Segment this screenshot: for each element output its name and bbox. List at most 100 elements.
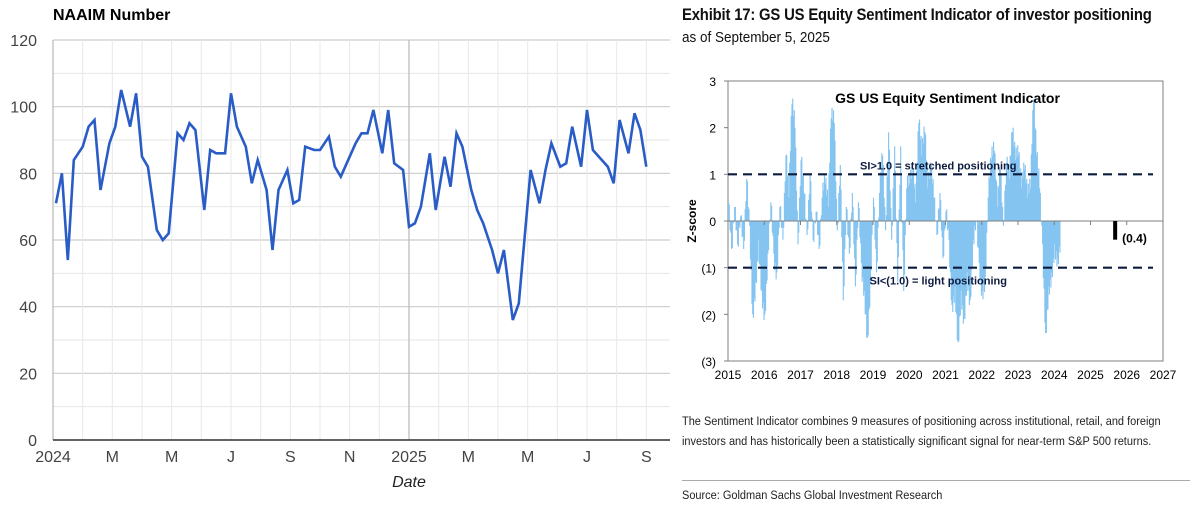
sentiment-bar xyxy=(1042,221,1044,245)
sentiment-bar xyxy=(1011,132,1013,221)
sentiment-bar xyxy=(970,221,972,297)
sentiment-bar xyxy=(774,221,776,263)
sentiment-bar xyxy=(884,207,886,221)
sentiment-bar xyxy=(862,221,864,277)
sentiment-bar xyxy=(729,221,731,231)
sentiment-bar xyxy=(813,221,815,242)
sentiment-bar xyxy=(1023,169,1026,221)
sentiment-bar xyxy=(1014,160,1017,221)
sentiment-bar xyxy=(974,221,976,231)
sentiment-bar xyxy=(980,221,983,296)
sentiment-bar xyxy=(901,221,903,224)
sentiment-bar xyxy=(819,221,821,246)
sentiment-bar xyxy=(939,193,941,221)
sentiment-bar xyxy=(876,221,878,262)
sentiment-bar xyxy=(910,179,912,221)
sentiment-bar xyxy=(834,140,836,221)
sentiment-bar xyxy=(928,172,930,221)
sentiment-bar xyxy=(909,169,912,221)
sentiment-bar xyxy=(1008,163,1010,221)
sentiment-bar xyxy=(744,209,746,221)
sentiment-bar xyxy=(817,221,819,235)
sentiment-bar xyxy=(783,221,785,228)
sentiment-bar xyxy=(943,221,946,231)
sentiment-bar xyxy=(911,165,913,221)
sentiment-bar xyxy=(788,197,790,221)
exhibit-title: Exhibit 17: GS US Equity Sentiment Indic… xyxy=(682,6,1152,24)
sentiment-bar xyxy=(745,201,747,221)
y-axis-title: Z-score xyxy=(685,199,699,243)
sentiment-bar xyxy=(930,169,932,221)
sentiment-bar xyxy=(762,221,764,303)
y-tick-label: (2) xyxy=(701,308,716,322)
sentiment-bar xyxy=(761,221,763,291)
sentiment-bar xyxy=(776,221,778,273)
sentiment-bar xyxy=(747,207,749,221)
sentiment-bar xyxy=(853,221,855,245)
sentiment-bar xyxy=(780,221,782,228)
exhibit-subtitle: as of September 5, 2025 xyxy=(682,29,830,46)
sentiment-bar xyxy=(816,211,818,221)
y-tick-label: (3) xyxy=(701,355,716,369)
sentiment-bar xyxy=(1039,193,1041,221)
sentiment-bar xyxy=(852,207,854,221)
sentiment-bar xyxy=(814,221,816,224)
sentiment-bar xyxy=(949,221,952,273)
sentiment-bar xyxy=(1036,152,1038,221)
sentiment-bar xyxy=(986,221,988,233)
sentiment-bar xyxy=(948,221,950,240)
sentiment-bar xyxy=(1005,184,1007,221)
sentiment-bar xyxy=(946,209,948,221)
sentiment-bar xyxy=(1007,172,1009,221)
sentiment-bar xyxy=(1026,179,1028,221)
sentiment-bar xyxy=(1023,162,1025,221)
sentiment-bar xyxy=(915,202,917,221)
sentiment-bar xyxy=(971,221,973,270)
sentiment-bar xyxy=(950,221,952,301)
sentiment-bar xyxy=(907,186,909,221)
sentiment-bar xyxy=(854,221,856,259)
sentiment-bar xyxy=(932,179,934,221)
sentiment-bar xyxy=(903,221,905,291)
sentiment-bar xyxy=(737,221,739,245)
sentiment-bar xyxy=(732,221,734,224)
x-tick-label: J xyxy=(583,449,591,466)
sentiment-bar xyxy=(890,208,892,221)
sentiment-bar xyxy=(937,209,940,221)
sentiment-bar xyxy=(940,221,943,231)
sentiment-bar xyxy=(880,174,882,221)
sentiment-bar xyxy=(801,176,804,221)
sentiment-bar xyxy=(922,144,924,221)
sentiment-bar xyxy=(968,221,970,305)
sentiment-bar xyxy=(863,221,865,296)
sentiment-bar xyxy=(1026,197,1029,221)
sentiment-bar xyxy=(997,186,999,221)
sentiment-bar xyxy=(983,221,986,293)
sentiment-bar xyxy=(863,221,866,291)
sentiment-bar xyxy=(777,221,779,235)
sentiment-bar xyxy=(804,194,806,221)
y-tick-label: 40 xyxy=(19,300,37,317)
y-tick-label: 80 xyxy=(19,166,37,183)
x-tick-label: M xyxy=(462,449,475,466)
sentiment-bar xyxy=(785,155,787,221)
sentiment-bar xyxy=(1027,183,1029,221)
sentiment-bar xyxy=(1030,154,1032,221)
sentiment-bar xyxy=(767,221,769,254)
sentiment-bar xyxy=(769,219,771,221)
sentiment-bar xyxy=(1015,147,1017,221)
sentiment-bar xyxy=(898,209,900,221)
sentiment-bar xyxy=(743,221,745,249)
sentiment-bar xyxy=(902,221,904,251)
sentiment-bar xyxy=(899,184,901,221)
sentiment-bar xyxy=(969,221,971,301)
sentiment-bar xyxy=(859,221,861,238)
sentiment-bar xyxy=(771,221,773,233)
sentiment-bar xyxy=(848,221,850,254)
sentiment-bar xyxy=(850,218,852,221)
sentiment-bar xyxy=(803,193,805,221)
sentiment-bar xyxy=(1013,146,1015,221)
sentiment-bar xyxy=(896,221,898,244)
sentiment-bar xyxy=(742,221,744,237)
sentiment-bar xyxy=(1058,221,1060,247)
